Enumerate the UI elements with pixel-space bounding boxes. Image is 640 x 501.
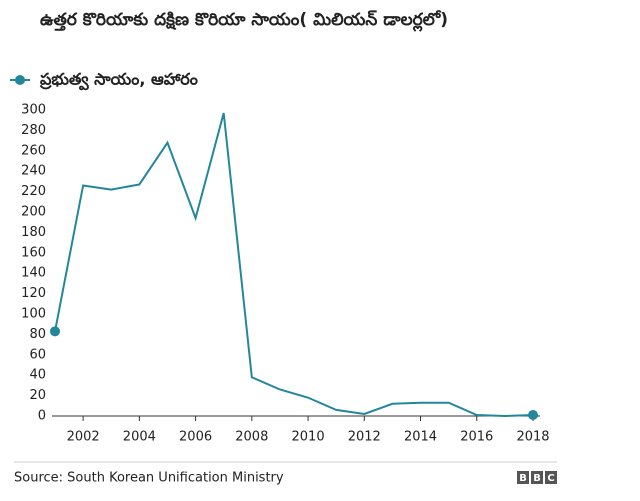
x-tick-label: 2008 [235,430,268,445]
legend-marker [15,75,25,85]
data-line [54,112,534,418]
y-tick-label: 280 [21,123,46,138]
x-tick-label: 2014 [404,430,437,445]
y-tick-label: 200 [21,205,46,220]
logo-letter: C [547,473,554,484]
end-marker [528,409,538,420]
y-tick-label: 220 [21,184,46,199]
x-tick-label: 2006 [179,430,212,445]
source: Source: South Korean Unification Ministr… [14,471,284,486]
y-tick-label: 80 [29,327,46,342]
logo-letter: B [519,473,527,484]
x-tick-label: 2018 [516,430,549,445]
y-tick-label: 100 [21,307,46,322]
end-marker [50,326,60,337]
x-tick-label: 2016 [460,430,493,445]
y-tick-label: 40 [29,368,46,383]
y-tick-label: 240 [21,164,46,179]
y-tick-label: 20 [29,388,46,403]
y-tick-label: 300 [21,103,46,118]
y-tick-label: 140 [21,266,46,281]
y-tick-label: 260 [21,143,46,158]
y-tick-label: 0 [38,409,46,424]
x-tick-label: 2012 [348,430,381,445]
y-tick-label: 160 [21,245,46,260]
logo-box [531,471,543,484]
x-tick-label: 2010 [292,430,325,445]
x-tick-label: 2002 [67,430,100,445]
x-tick-label: 2004 [123,430,156,445]
y-tick-label: 60 [29,347,46,362]
logo-box [545,471,557,484]
logo-box [517,471,529,484]
logo-letter: B [533,473,541,484]
y-tick-label: 180 [21,225,46,240]
chart-title: ఉత్తర కొరియాకు దక్షిణ కొరియా సాయం( మిలియ… [40,10,448,32]
legend-label: ప్రభుత్వ సాయం, ఆహారం [39,70,198,91]
y-tick-label: 120 [21,286,46,301]
